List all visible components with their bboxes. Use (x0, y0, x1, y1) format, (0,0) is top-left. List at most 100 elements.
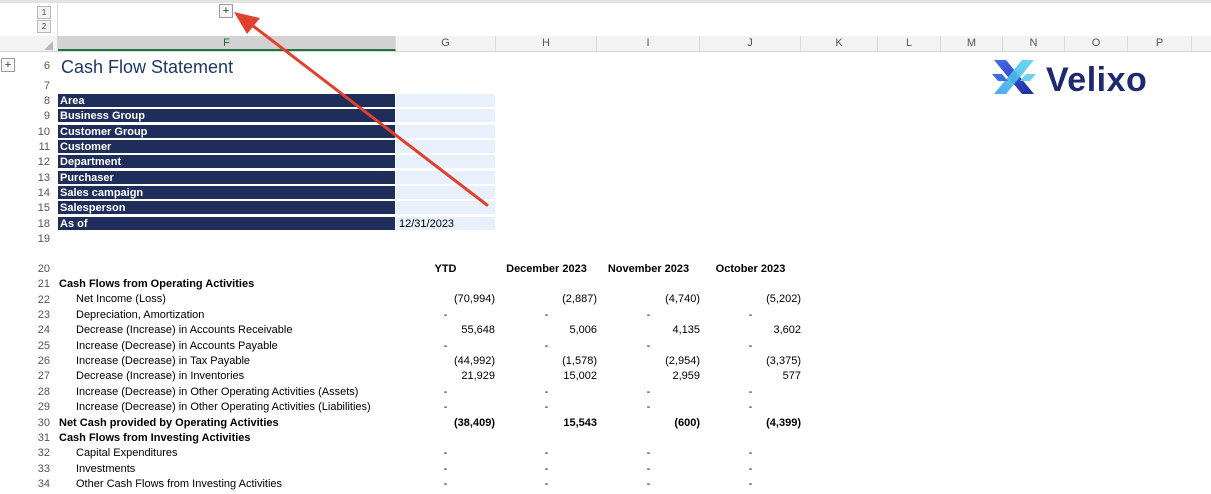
value-cell[interactable]: (3,375) (766, 355, 801, 367)
column-header-m[interactable]: M (941, 36, 1003, 51)
value-cell[interactable]: - (544, 401, 549, 413)
value-cell[interactable]: 15,002 (563, 370, 597, 382)
column-header-h[interactable]: H (496, 36, 597, 51)
report-title[interactable]: Cash Flow Statement (61, 57, 234, 77)
period-header-ytd[interactable]: YTD (434, 263, 457, 275)
value-cell[interactable]: - (544, 340, 549, 352)
value-cell[interactable]: 15,543 (563, 417, 597, 429)
row-label[interactable]: Cash Flows from Investing Activities (59, 432, 251, 444)
value-cell[interactable]: - (443, 386, 448, 398)
value-cell[interactable] (597, 431, 700, 446)
value-cell[interactable]: - (646, 401, 651, 413)
filter-label-purchaser[interactable]: Purchaser (58, 171, 395, 185)
value-cell[interactable]: 4,135 (672, 324, 700, 336)
row-number[interactable]: 30 (37, 417, 50, 429)
filter-value-area[interactable] (396, 94, 495, 108)
row-number[interactable]: 29 (37, 401, 50, 413)
value-cell[interactable] (496, 277, 597, 292)
row-number[interactable]: 33 (37, 463, 50, 475)
filter-label-sales-campaign[interactable]: Sales campaign (58, 186, 395, 200)
column-group-expand-button[interactable]: + (219, 4, 233, 18)
value-cell[interactable]: - (443, 401, 448, 413)
filter-value-customer-group[interactable] (396, 125, 495, 139)
row-number[interactable]: 32 (37, 447, 50, 459)
row-number[interactable]: 8 (43, 95, 50, 107)
value-cell[interactable]: (44,992) (454, 355, 495, 367)
column-header-n[interactable]: N (1003, 36, 1065, 51)
row-number[interactable]: 26 (37, 355, 50, 367)
row-label[interactable]: Investments (76, 463, 136, 475)
row-label[interactable]: Cash Flows from Operating Activities (59, 278, 255, 290)
value-cell[interactable]: - (748, 340, 753, 352)
row-number[interactable]: 7 (43, 80, 50, 92)
row-label[interactable]: Increase (Decrease) in Tax Payable (76, 355, 251, 367)
row-number[interactable]: 34 (37, 478, 50, 490)
value-cell[interactable]: - (646, 340, 651, 352)
value-cell[interactable]: (2,887) (562, 293, 597, 305)
value-cell[interactable]: (1,578) (562, 355, 597, 367)
filter-label-customer-group[interactable]: Customer Group (58, 125, 395, 139)
filter-label-as-of[interactable]: As of (58, 217, 395, 231)
row-number[interactable]: 25 (37, 340, 50, 352)
value-cell[interactable]: (5,202) (766, 293, 801, 305)
value-cell[interactable]: - (646, 478, 651, 490)
column-header-f[interactable]: F (58, 36, 396, 51)
value-cell[interactable]: - (544, 309, 549, 321)
row-number[interactable]: 27 (37, 370, 50, 382)
row-number[interactable]: 22 (37, 294, 50, 306)
filter-value-salesperson[interactable] (396, 201, 495, 215)
row-group-expand-button[interactable]: + (1, 58, 15, 72)
row-label[interactable]: Depreciation, Amortization (76, 309, 205, 321)
value-cell[interactable]: - (443, 340, 448, 352)
value-cell[interactable]: - (443, 478, 448, 490)
filter-label-department[interactable]: Department (58, 155, 395, 169)
value-cell[interactable]: (2,954) (665, 355, 700, 367)
column-header-i[interactable]: I (597, 36, 700, 51)
value-cell[interactable]: - (443, 447, 448, 459)
row-number[interactable]: 21 (37, 278, 50, 290)
filter-value-customer[interactable] (396, 140, 495, 154)
period-header-oct-2023[interactable]: October 2023 (715, 263, 786, 275)
row-label[interactable]: Increase (Decrease) in Other Operating A… (76, 386, 359, 398)
value-cell[interactable]: 2,959 (672, 370, 700, 382)
value-cell[interactable]: - (646, 386, 651, 398)
row-number[interactable]: 19 (37, 233, 50, 245)
value-cell[interactable]: - (748, 386, 753, 398)
row-number[interactable]: 6 (43, 60, 50, 72)
row-label[interactable]: Increase (Decrease) in Other Operating A… (76, 401, 371, 413)
filter-value-purchaser[interactable] (396, 171, 495, 185)
value-cell[interactable] (496, 431, 597, 446)
row-number[interactable]: 13 (37, 172, 50, 184)
filter-value-business-group[interactable] (396, 109, 495, 123)
row-number[interactable]: 23 (37, 309, 50, 321)
row-number[interactable]: 24 (37, 324, 50, 336)
value-cell[interactable]: 55,648 (461, 324, 495, 336)
row-label[interactable]: Net Cash provided by Operating Activitie… (59, 417, 279, 429)
filter-label-customer[interactable]: Customer (58, 140, 395, 154)
value-cell[interactable]: - (443, 463, 448, 475)
value-cell[interactable]: - (748, 401, 753, 413)
row-number[interactable]: 10 (37, 126, 50, 138)
row-number[interactable]: 11 (38, 141, 50, 153)
column-outline-level-1-button[interactable]: 1 (37, 6, 51, 19)
period-header-nov-2023[interactable]: November 2023 (607, 263, 690, 275)
period-header-dec-2023[interactable]: December 2023 (506, 263, 587, 275)
row-number[interactable]: 14 (37, 187, 50, 199)
value-cell[interactable] (597, 277, 700, 292)
row-label[interactable]: Net Income (Loss) (76, 293, 166, 305)
value-cell[interactable]: - (544, 447, 549, 459)
value-cell[interactable]: - (646, 463, 651, 475)
select-all-corner[interactable] (0, 36, 58, 51)
value-cell[interactable]: (38,409) (454, 417, 495, 429)
column-outline-level-2-button[interactable]: 2 (37, 20, 51, 33)
value-cell[interactable]: - (646, 309, 651, 321)
value-cell[interactable]: 5,006 (569, 324, 597, 336)
value-cell[interactable]: - (748, 463, 753, 475)
filter-value-sales-campaign[interactable] (396, 186, 495, 200)
value-cell[interactable]: 577 (782, 370, 801, 382)
row-number[interactable]: 28 (37, 386, 50, 398)
row-number[interactable]: 9 (43, 110, 50, 122)
filter-label-business-group[interactable]: Business Group (58, 109, 395, 123)
value-cell[interactable]: - (544, 463, 549, 475)
value-cell[interactable]: (600) (674, 417, 700, 429)
